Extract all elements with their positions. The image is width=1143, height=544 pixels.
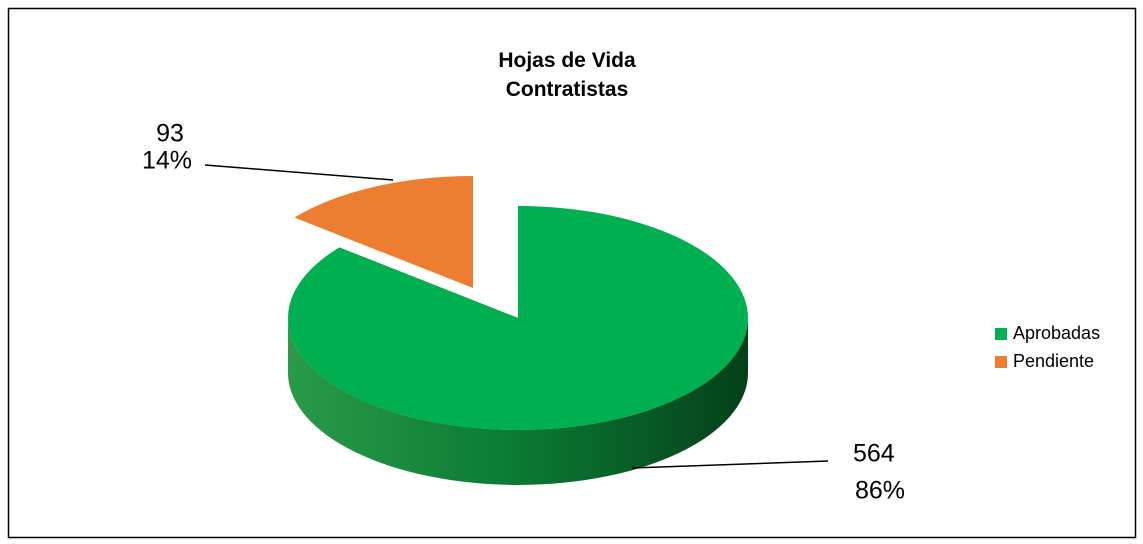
slice [287,206,748,430]
slice [294,176,473,288]
slice-side [288,318,748,485]
leader-line [631,460,829,469]
percent-label: 14% [142,147,192,175]
chart-title: Hojas de Vida Contratistas [498,49,636,101]
leader-line [204,164,394,181]
legend-swatch [995,356,1007,368]
legend-swatch [995,328,1007,340]
data-label: 93 [156,120,184,148]
legend-label: Aprobadas [1013,323,1100,343]
legend-label: Pendiente [1013,351,1094,371]
percent-label: 86% [855,477,905,505]
frame [7,7,1137,539]
data-label: 564 [853,440,895,468]
